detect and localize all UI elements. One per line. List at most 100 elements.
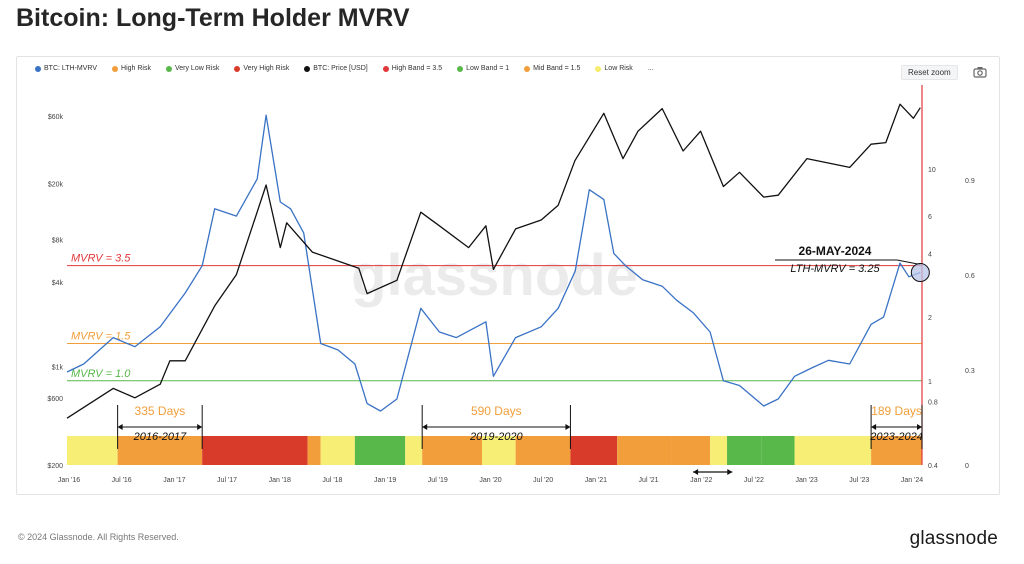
band-label: MVRV = 3.5 [71,253,131,265]
x-tick-label: Jan '21 [585,477,607,484]
camera-icon[interactable] [973,66,987,78]
legend-label: High Risk [121,65,151,72]
legend-item[interactable]: Very High Risk [234,65,289,72]
legend-item[interactable]: Low Risk [595,65,633,72]
x-tick-label: Jan '20 [479,477,501,484]
price-tick-label: $20k [48,181,64,188]
watermark-text: glassnode [351,243,638,308]
risk-bar-segment [761,436,795,465]
risk-bar-segment [727,436,762,465]
brand-logo: glassnode [909,528,998,549]
legend-label: BTC: LTH-MVRV [44,65,98,72]
legend-item[interactable]: BTC: LTH-MVRV [35,65,97,72]
price-tick-label: $4k [52,280,64,287]
legend-label: High Band = 3.5 [391,65,443,72]
legend-dot-icon [35,65,41,72]
x-tick-label: Jan '22 [690,477,712,484]
period-duration-label: 590 Days [471,404,522,418]
x-tick-label: Jul '23 [849,477,869,484]
risk-bar-segment [570,436,618,465]
risk-bar-segment [481,436,516,465]
mvrv-tick-label: 0.4 [928,463,938,470]
legend-item[interactable]: Mid Band = 1.5 [524,65,580,72]
risk-bar-segment [671,436,711,465]
callout-value: LTH-MVRV = 3.25 [790,263,880,275]
x-tick-label: Jan '23 [795,477,817,484]
callout-marker [910,262,930,282]
legend-dot-icon [457,65,464,72]
period-duration-label: 189 Days [871,404,922,418]
legend-dot-icon [304,65,311,72]
risk-bar-segment [117,436,203,465]
x-tick-label: Jul '16 [112,477,132,484]
period-years-label: 2016-2017 [133,431,187,443]
risk-bar-segment [515,436,571,465]
risk-bar-segment [871,436,922,465]
legend-more-button[interactable]: ... [647,65,654,72]
risk-bar-segment [422,436,482,465]
price-tick-label: $60k [48,114,64,121]
price-tick-label: $8k [52,237,64,244]
reset-zoom-button[interactable]: Reset zoom [901,65,958,80]
price-tick-label: $200 [47,463,63,470]
callout-date: 26-MAY-2024 [799,244,872,258]
chart-legend: BTC: LTH-MVRV High Risk Very Low Risk Very … [35,65,654,72]
legend-label: Mid Band = 1.5 [533,65,581,72]
legend-item[interactable]: Very Low Risk [165,65,220,72]
x-tick-label: Jan '17 [163,477,185,484]
legend-dot-icon [595,65,602,72]
x-tick-label: Jan '16 [58,477,80,484]
mvrv-tick-label: 6 [928,214,932,221]
x-tick-label: Jul '22 [744,477,764,484]
page-title: Bitcoin: Long-Term Holder MVRV [16,4,410,32]
chart-plot: glassnode $200 $600 $1k $4k $8k $20k $60k 0.4 0.8… [47,85,975,484]
legend-label: Low Risk [604,65,633,72]
legend-dot-icon [165,65,172,72]
right-axis-tick-label: 0.9 [965,178,975,185]
price-tick-label: $1k [52,365,64,372]
risk-bar-segment [794,436,872,465]
x-tick-label: Jul '19 [428,477,448,484]
right-axis-tick-label: 0 [965,463,969,470]
x-tick-label: Jul '20 [533,477,553,484]
right-axis-tick-label: 0.3 [965,368,975,375]
risk-bar-segment [354,436,406,465]
chart-panel: glassnode $200 $600 $1k $4k $8k $20k $60k 0.4 0.8… [16,56,1000,495]
legend-item[interactable]: BTC: Price [USD] [304,65,368,72]
mvrv-tick-label: 1 [928,379,932,386]
copyright-text: © 2024 Glassnode. All Rights Reserved. [18,532,179,542]
x-tick-label: Jul '21 [639,477,659,484]
risk-bar-segment [202,436,308,465]
legend-item[interactable]: High Risk [112,65,151,72]
x-tick-label: Jan '19 [374,477,396,484]
risk-bar-segment [617,436,672,465]
risk-bar-segment [320,436,355,465]
btc-price-line [66,103,921,419]
legend-label: Very High Risk [243,65,290,72]
mvrv-tick-label: 4 [928,251,932,258]
period-duration-label: 335 Days [135,404,186,418]
legend-label: Very Low Risk [174,65,220,72]
legend-dot-icon [112,65,119,72]
risk-bar-segment [67,436,118,465]
legend-item[interactable]: High Band = 3.5 [382,65,443,72]
x-tick-label: Jul '18 [322,477,342,484]
lth-mvrv-line [66,114,921,412]
legend-item[interactable]: Low Band = 1 [457,65,509,72]
legend-label: Low Band = 1 [466,65,510,72]
mvrv-tick-label: 2 [928,315,932,322]
legend-dot-icon [234,65,241,72]
callout-leader-line [896,259,921,265]
x-tick-label: Jan '18 [269,477,291,484]
legend-dot-icon [524,65,531,72]
legend-label: BTC: Price [USD] [313,65,368,72]
price-tick-label: $600 [47,396,63,403]
period-years-label: 2023-2024 [869,431,923,443]
period-years-label: 2019-2020 [469,431,523,443]
band-label: MVRV = 1.0 [71,368,131,380]
risk-bar-segment [307,436,321,465]
x-tick-label: Jan '24 [901,477,923,484]
mvrv-tick-label: 0.8 [928,399,938,406]
x-tick-label: Jul '17 [217,477,237,484]
right-axis-tick-label: 0.6 [965,273,975,280]
